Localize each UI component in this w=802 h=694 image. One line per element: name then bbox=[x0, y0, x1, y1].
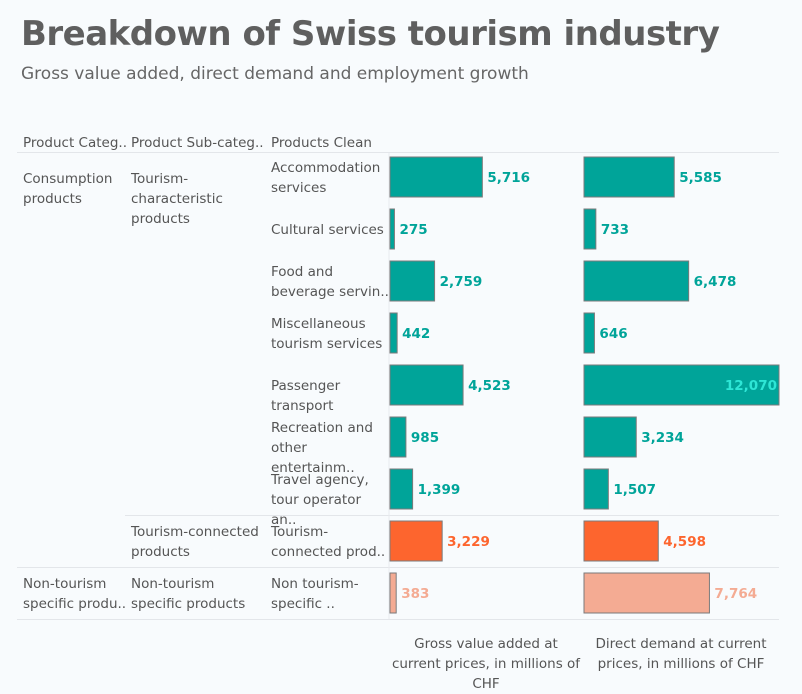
demand-bar[interactable] bbox=[583, 312, 595, 354]
product-label: Accommodation services bbox=[271, 160, 381, 196]
demand-bar[interactable] bbox=[583, 364, 780, 406]
column-header-subcategory[interactable]: Product Sub-categ.. bbox=[131, 135, 264, 151]
gva-bar[interactable] bbox=[389, 572, 397, 614]
gva-value-label: 383 bbox=[401, 586, 429, 602]
demand-bar[interactable] bbox=[583, 156, 675, 198]
demand-value-label: 3,234 bbox=[641, 430, 684, 446]
page-title: Breakdown of Swiss tourism industry bbox=[21, 14, 720, 54]
demand-value-label: 5,585 bbox=[679, 170, 722, 186]
demand-bar[interactable] bbox=[583, 260, 690, 302]
gva-bar[interactable] bbox=[389, 312, 398, 354]
demand-value-label: 733 bbox=[601, 222, 629, 238]
subcategory-label: Tourism-connected products bbox=[131, 524, 259, 560]
axis-title-gva: Gross value added at current prices, in … bbox=[391, 636, 581, 692]
gva-bar[interactable] bbox=[389, 156, 483, 198]
demand-bar[interactable] bbox=[583, 416, 637, 458]
product-label: Tourism-connected prod.. bbox=[271, 524, 386, 560]
demand-bar[interactable] bbox=[583, 520, 659, 562]
gva-value-label: 275 bbox=[399, 222, 427, 238]
demand-bar[interactable] bbox=[583, 208, 597, 250]
demand-bar[interactable] bbox=[583, 468, 609, 510]
gva-bar[interactable] bbox=[389, 364, 464, 406]
product-label: Recreation and other entertainm.. bbox=[271, 420, 373, 476]
table-bottom-divider bbox=[17, 619, 779, 620]
demand-bar[interactable] bbox=[583, 572, 710, 614]
demand-value-label: 646 bbox=[599, 326, 627, 342]
demand-value-label: 12,070 bbox=[725, 378, 777, 394]
gva-bar[interactable] bbox=[389, 260, 436, 302]
gva-value-label: 985 bbox=[411, 430, 439, 446]
group-divider bbox=[17, 567, 779, 568]
gva-bar[interactable] bbox=[389, 468, 414, 510]
gva-value-label: 4,523 bbox=[468, 378, 511, 394]
subcategory-label: Non-tourism specific products bbox=[131, 576, 246, 612]
gva-value-label: 1,399 bbox=[418, 482, 461, 498]
gva-bar[interactable] bbox=[389, 520, 443, 562]
category-label: Consumption products bbox=[23, 171, 113, 207]
gva-value-label: 3,229 bbox=[447, 534, 490, 550]
gva-bar[interactable] bbox=[389, 416, 407, 458]
product-label: Travel agency, tour operator an.. bbox=[271, 472, 369, 528]
column-header-category[interactable]: Product Categ.. bbox=[23, 135, 127, 151]
header-divider bbox=[17, 152, 779, 153]
page-subtitle: Gross value added, direct demand and emp… bbox=[21, 64, 529, 84]
category-label: Non-tourism specific produ.. bbox=[23, 576, 127, 612]
column-header-product[interactable]: Products Clean bbox=[271, 135, 372, 151]
product-label: Food and beverage servin.. bbox=[271, 264, 389, 300]
axis-title-demand: Direct demand at current prices, in mill… bbox=[595, 636, 767, 672]
product-label: Cultural services bbox=[271, 222, 384, 238]
demand-value-label: 7,764 bbox=[714, 586, 757, 602]
gva-value-label: 5,716 bbox=[487, 170, 530, 186]
demand-value-label: 4,598 bbox=[663, 534, 706, 550]
product-label: Miscellaneous tourism services bbox=[271, 316, 383, 352]
gva-value-label: 442 bbox=[402, 326, 430, 342]
product-label: Non tourism-specific .. bbox=[271, 576, 359, 612]
gva-value-label: 2,759 bbox=[440, 274, 483, 290]
subcategory-label: Tourism-characteristic products bbox=[131, 171, 223, 227]
group-divider bbox=[125, 515, 779, 516]
product-label: Passenger transport bbox=[271, 378, 341, 414]
gva-bar[interactable] bbox=[389, 208, 395, 250]
demand-value-label: 1,507 bbox=[613, 482, 656, 498]
demand-value-label: 6,478 bbox=[694, 274, 737, 290]
